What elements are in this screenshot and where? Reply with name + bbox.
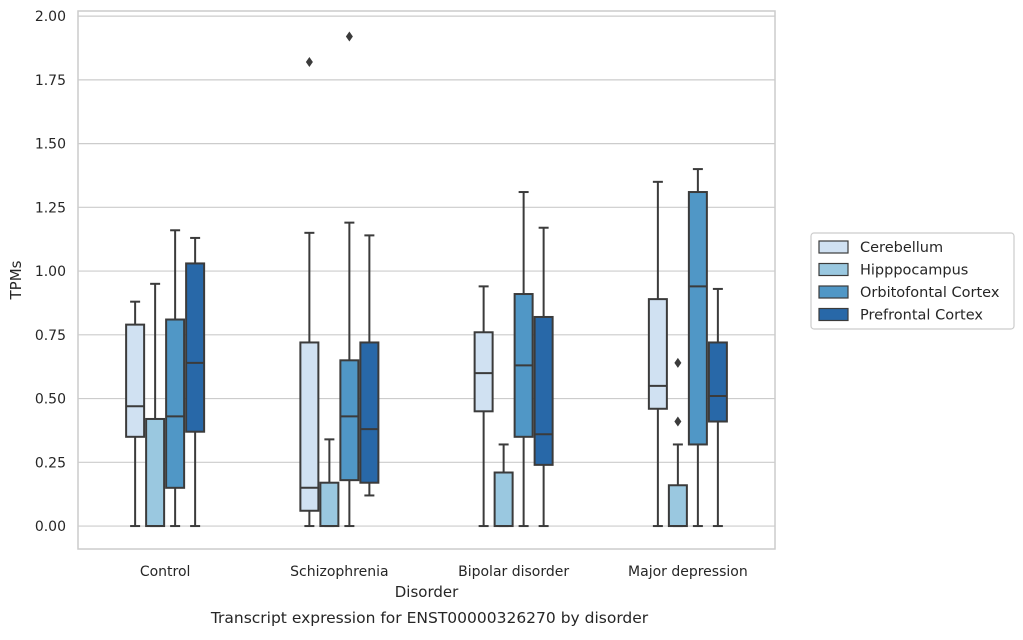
box-iqr xyxy=(707,341,728,423)
legend-label: Hipppocampus xyxy=(860,263,968,279)
box-prefrontal-cortex xyxy=(533,226,554,528)
legend-label: Orbitofontal Cortex xyxy=(860,285,1000,301)
x-tick-label: Bipolar disorder xyxy=(458,564,569,580)
x-tick-label: Control xyxy=(140,564,191,580)
box-iqr xyxy=(647,298,668,410)
y-tick-label: 1.00 xyxy=(35,264,66,280)
box-iqr xyxy=(533,315,554,466)
box-iqr xyxy=(339,359,360,482)
box-prefrontal-cortex xyxy=(707,287,728,528)
y-tick-label: 1.25 xyxy=(35,200,66,216)
legend: Cerebellum Hipppocampus Orbitofontal Corte… xyxy=(810,232,1015,330)
chart-caption: Transcript expression for ENST0000032627… xyxy=(210,609,649,627)
box-cerebellum xyxy=(647,180,668,528)
legend-label: Prefrontal Cortex xyxy=(860,308,983,324)
box-iqr xyxy=(493,471,514,528)
outlier-point xyxy=(305,56,313,67)
box-prefrontal-cortex xyxy=(359,234,380,497)
y-tick-label: 2.00 xyxy=(35,9,66,25)
box-hipppocampus xyxy=(145,282,166,528)
outlier-point xyxy=(674,357,682,368)
box-iqr xyxy=(359,341,380,484)
box-iqr xyxy=(299,341,320,512)
box-iqr xyxy=(667,484,688,528)
box-hipppocampus xyxy=(493,443,514,528)
box-iqr xyxy=(165,318,186,489)
box-cerebellum xyxy=(299,56,320,528)
box-orbitofontal-cortex xyxy=(339,31,360,528)
y-tick-label: 1.50 xyxy=(35,137,66,153)
box-iqr xyxy=(319,481,340,528)
box-iqr xyxy=(473,331,494,413)
box-iqr xyxy=(185,262,206,433)
legend-swatch xyxy=(818,240,849,254)
y-axis-label: TPMs xyxy=(7,260,25,300)
y-tick-label: 0.75 xyxy=(35,328,66,344)
box-hipppocampus xyxy=(319,438,340,528)
y-tick-label: 1.75 xyxy=(35,73,66,89)
y-tick-label: 0.50 xyxy=(35,392,66,408)
x-tick-label: Major depression xyxy=(628,564,748,580)
legend-swatch xyxy=(818,262,849,277)
box-iqr xyxy=(125,323,146,438)
legend-swatch xyxy=(818,307,849,322)
plot-frame xyxy=(77,10,776,550)
y-tick-labels: 0.00 0.25 0.50 0.75 1.00 1.25 1.50 1.75 2.00 xyxy=(35,9,66,535)
y-tick-label: 0.00 xyxy=(35,519,66,535)
legend-label: Cerebellum xyxy=(860,240,943,256)
box-orbitofontal-cortex xyxy=(165,229,186,528)
box-cerebellum xyxy=(473,285,494,528)
box-orbitofontal-cortex xyxy=(687,168,708,528)
box-prefrontal-cortex xyxy=(185,236,206,528)
box-iqr xyxy=(687,191,708,446)
box-iqr xyxy=(145,417,166,528)
legend-swatch xyxy=(818,285,849,299)
boxes xyxy=(125,31,728,528)
box-orbitofontal-cortex xyxy=(513,191,534,528)
box-cerebellum xyxy=(125,300,146,528)
y-tick-label: 0.25 xyxy=(35,455,66,471)
x-tick-label: Schizophrenia xyxy=(290,564,388,580)
outlier-point xyxy=(345,31,353,42)
x-tick-labels: Control Schizophrenia Bipolar disorder Majo… xyxy=(140,564,748,580)
legend-frame xyxy=(810,232,1015,330)
x-axis-label: Disorder xyxy=(395,583,459,601)
outlier-point xyxy=(674,416,682,427)
box-hipppocampus xyxy=(667,357,688,528)
